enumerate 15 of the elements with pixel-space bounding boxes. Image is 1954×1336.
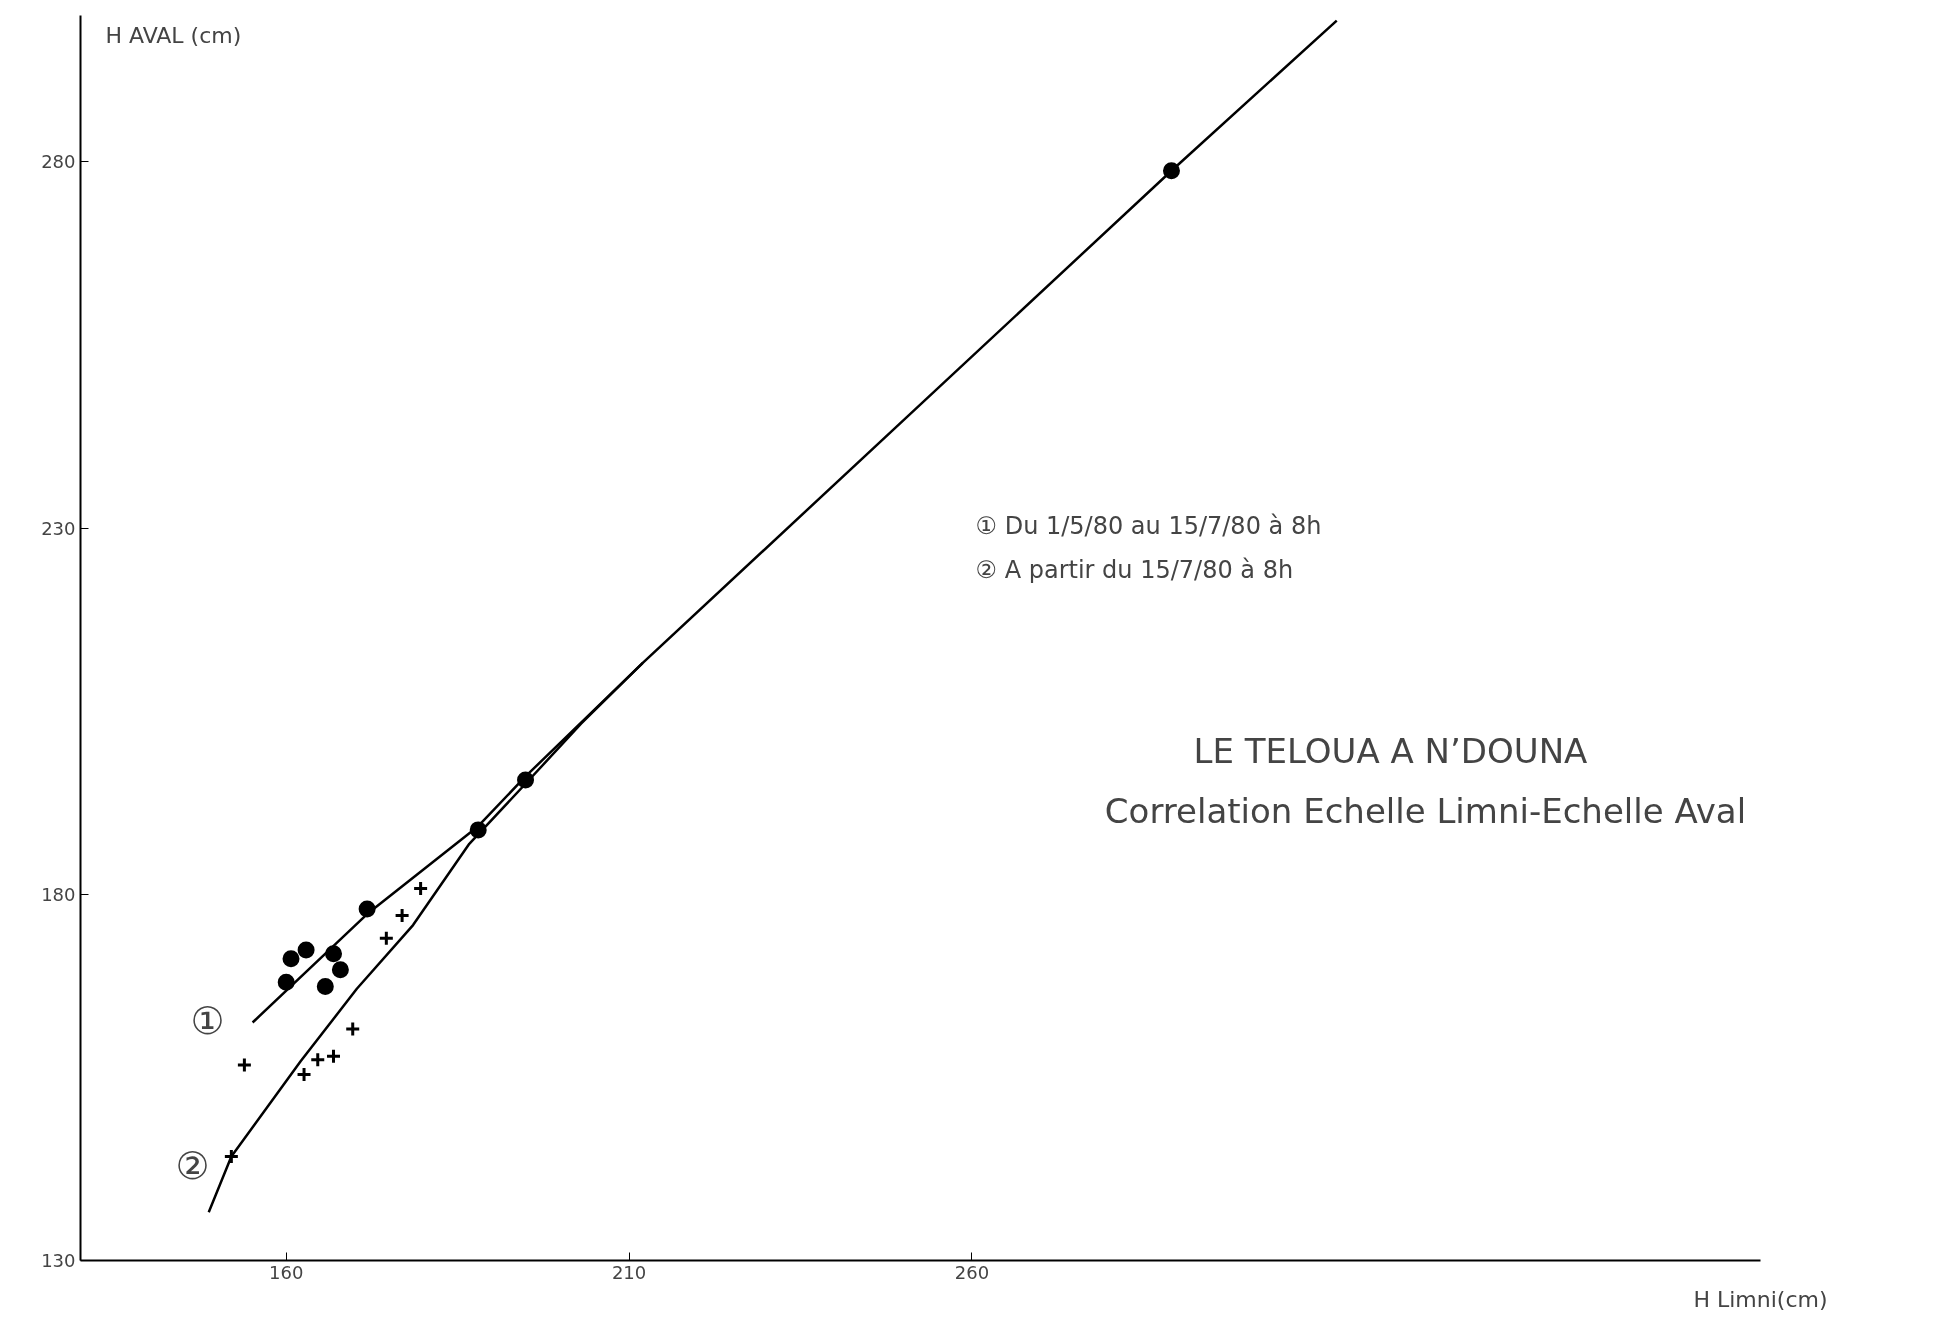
y-tick-label: 130	[41, 1250, 76, 1271]
x-axis-title: H Limni(cm)	[1693, 1286, 1828, 1312]
text: Correlation Echelle Limni-Echelle Aval	[1104, 790, 1747, 831]
annotation: ①	[190, 998, 225, 1043]
y-tick-label: 180	[41, 883, 76, 905]
y-tick-label: 280	[41, 151, 76, 173]
annotation: ① Du 1/5/80 au 15/7/80 à 8h	[975, 511, 1322, 540]
x-tick-label: 160	[269, 1261, 304, 1283]
x-tick-label: 210	[611, 1261, 647, 1283]
text: LE TELOUA A N’DOUNA	[1193, 730, 1588, 771]
y-tick-label: 230	[41, 517, 76, 539]
x-tick-label: 260	[954, 1261, 990, 1283]
annotation: ② A partir du 15/7/80 à 8h	[975, 555, 1294, 584]
annotation: ②	[175, 1143, 210, 1188]
y-axis-title: H AVAL (cm)	[105, 23, 242, 48]
